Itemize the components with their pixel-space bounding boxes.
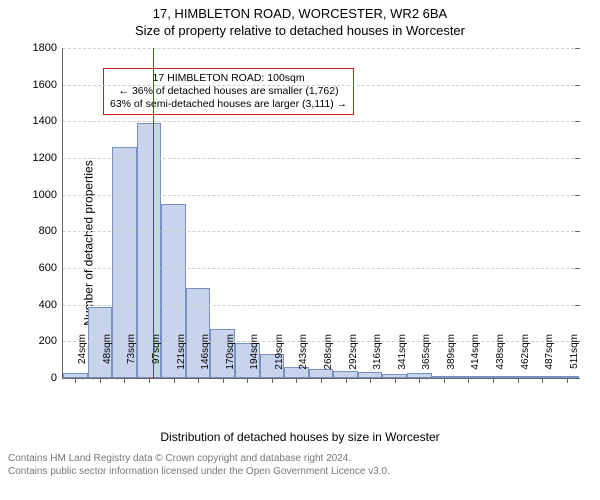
xtick-label: 438sqm [495,334,506,384]
annotation-line1: 17 HIMBLETON ROAD: 100sqm [110,72,347,85]
xtick-label: 462sqm [520,334,531,384]
xtick-mark [567,378,568,383]
xtick-label: 268sqm [323,334,334,384]
footer: Contains HM Land Registry data © Crown c… [0,448,600,478]
marker-line [153,48,154,378]
ytick-mark [575,231,580,232]
ytick-label: 1800 [33,42,63,54]
page-title-desc: Size of property relative to detached ho… [0,21,600,38]
xtick-mark [223,378,224,383]
annotation-line2: ← 36% of detached houses are smaller (1,… [110,85,347,98]
footer-line2: Contains public sector information licen… [8,465,592,478]
xtick-label: 48sqm [102,334,113,384]
ytick-mark [575,195,580,196]
page-title-address: 17, HIMBLETON ROAD, WORCESTER, WR2 6BA [0,0,600,21]
xtick-label: 292sqm [348,334,359,384]
xtick-label: 511sqm [569,334,580,384]
xtick-mark [444,378,445,383]
grid-line [63,195,579,196]
xtick-mark [174,378,175,383]
ytick-label: 200 [39,335,63,347]
ytick-label: 600 [39,262,63,274]
xtick-label: 316sqm [372,334,383,384]
xtick-label: 341sqm [397,334,408,384]
chart-container: Number of detached properties 17 HIMBLET… [0,38,600,448]
xtick-label: 170sqm [225,334,236,384]
xtick-label: 389sqm [446,334,457,384]
annotation-box: 17 HIMBLETON ROAD: 100sqm ← 36% of detac… [103,68,354,115]
ytick-label: 0 [51,372,63,384]
ytick-label: 1000 [33,189,63,201]
footer-line1: Contains HM Land Registry data © Crown c… [8,452,592,465]
ytick-mark [575,85,580,86]
grid-line [63,48,579,49]
xtick-label: 146sqm [200,334,211,384]
xtick-mark [100,378,101,383]
xtick-mark [395,378,396,383]
xtick-mark [149,378,150,383]
xtick-label: 219sqm [274,334,285,384]
xtick-label: 365sqm [421,334,432,384]
xtick-label: 414sqm [470,334,481,384]
xtick-mark [198,378,199,383]
grid-line [63,305,579,306]
ytick-label: 800 [39,225,63,237]
xtick-label: 194sqm [249,334,260,384]
xtick-label: 24sqm [77,334,88,384]
grid-line [63,121,579,122]
annotation-line3: 63% of semi-detached houses are larger (… [110,98,347,111]
xtick-mark [542,378,543,383]
xtick-mark [346,378,347,383]
ytick-label: 1400 [33,115,63,127]
ytick-label: 1600 [33,79,63,91]
xtick-mark [370,378,371,383]
grid-line [63,85,579,86]
ytick-mark [575,158,580,159]
xtick-mark [321,378,322,383]
xtick-mark [493,378,494,383]
x-axis-label: Distribution of detached houses by size … [0,430,600,444]
xtick-label: 487sqm [544,334,555,384]
xtick-mark [518,378,519,383]
xtick-mark [272,378,273,383]
xtick-label: 243sqm [298,334,309,384]
ytick-mark [575,121,580,122]
plot-area: 17 HIMBLETON ROAD: 100sqm ← 36% of detac… [62,48,579,379]
grid-line [63,231,579,232]
ytick-mark [575,268,580,269]
ytick-mark [575,48,580,49]
xtick-label: 73sqm [126,334,137,384]
ytick-label: 400 [39,299,63,311]
ytick-mark [575,305,580,306]
grid-line [63,158,579,159]
xtick-label: 121sqm [176,334,187,384]
grid-line [63,268,579,269]
ytick-label: 1200 [33,152,63,164]
